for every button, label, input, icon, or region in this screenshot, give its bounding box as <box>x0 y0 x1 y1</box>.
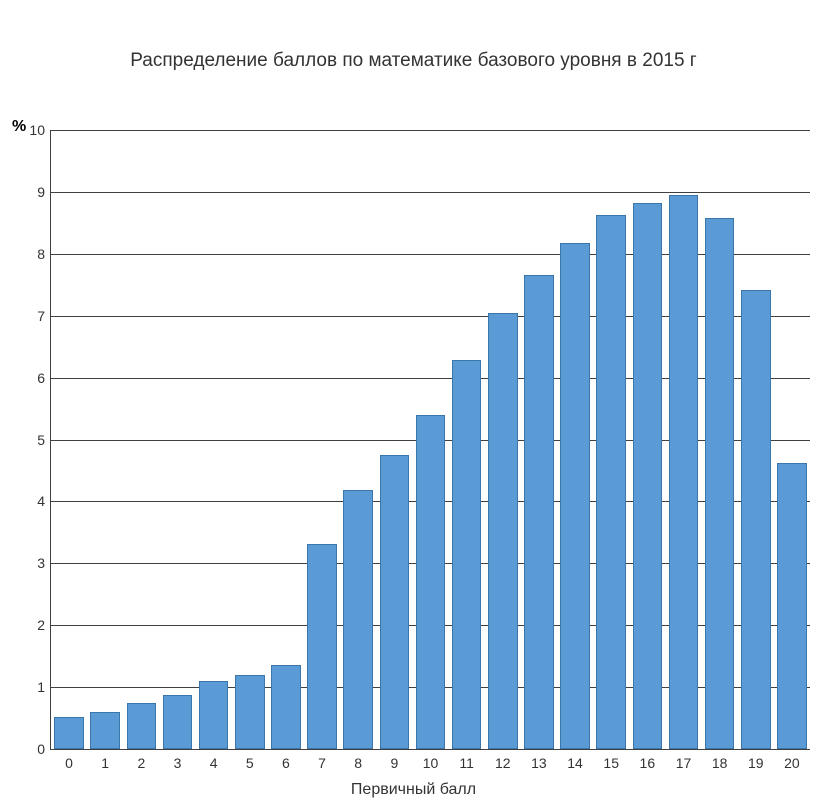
x-tick-label: 3 <box>174 749 182 771</box>
bar <box>127 703 157 749</box>
x-tick-label: 17 <box>676 749 692 771</box>
bar <box>271 665 301 749</box>
x-tick-label: 6 <box>282 749 290 771</box>
y-tick-label: 2 <box>37 617 51 633</box>
y-tick-label: 8 <box>37 246 51 262</box>
x-tick-label: 1 <box>101 749 109 771</box>
y-tick-label: 6 <box>37 370 51 386</box>
bar <box>596 215 626 749</box>
x-tick-label: 18 <box>712 749 728 771</box>
y-tick-label: 7 <box>37 308 51 324</box>
x-tick-label: 7 <box>318 749 326 771</box>
x-tick-label: 15 <box>603 749 619 771</box>
x-tick-label: 4 <box>210 749 218 771</box>
x-tick-label: 12 <box>495 749 511 771</box>
bar <box>560 243 590 749</box>
bar <box>163 695 193 749</box>
x-tick-label: 0 <box>65 749 73 771</box>
y-tick-label: 0 <box>37 741 51 757</box>
x-tick-label: 10 <box>423 749 439 771</box>
y-tick-label: 9 <box>37 184 51 200</box>
bar <box>669 195 699 749</box>
bar <box>416 415 446 749</box>
bar <box>90 712 120 749</box>
x-axis-label: Первичный балл <box>0 781 827 799</box>
bar <box>488 313 518 749</box>
chart-title: Распределение баллов по математике базов… <box>0 48 827 74</box>
x-tick-label: 20 <box>784 749 800 771</box>
x-tick-label: 13 <box>531 749 547 771</box>
bar <box>705 218 735 749</box>
x-tick-label: 5 <box>246 749 254 771</box>
x-tick-label: 9 <box>390 749 398 771</box>
x-tick-label: 2 <box>137 749 145 771</box>
y-tick-label: 4 <box>37 493 51 509</box>
x-tick-label: 16 <box>640 749 656 771</box>
bar <box>452 360 482 749</box>
y-tick-label: 10 <box>29 122 51 138</box>
y-tick-label: 1 <box>37 679 51 695</box>
y-tick-label: 5 <box>37 432 51 448</box>
bar <box>524 275 554 749</box>
x-tick-label: 14 <box>567 749 583 771</box>
x-tick-label: 11 <box>459 749 474 771</box>
y-axis-unit: % <box>12 118 26 136</box>
bar <box>777 463 807 749</box>
bar <box>307 544 337 750</box>
plot-area: 0123456789100123456789101112131415161718… <box>50 130 810 750</box>
x-tick-label: 19 <box>748 749 764 771</box>
bar <box>235 675 265 749</box>
y-tick-label: 3 <box>37 555 51 571</box>
bar <box>199 681 229 749</box>
bar <box>54 717 84 749</box>
bar <box>633 203 663 749</box>
bar <box>741 290 771 749</box>
bar <box>380 455 410 749</box>
x-tick-label: 8 <box>354 749 362 771</box>
bar <box>343 490 373 749</box>
